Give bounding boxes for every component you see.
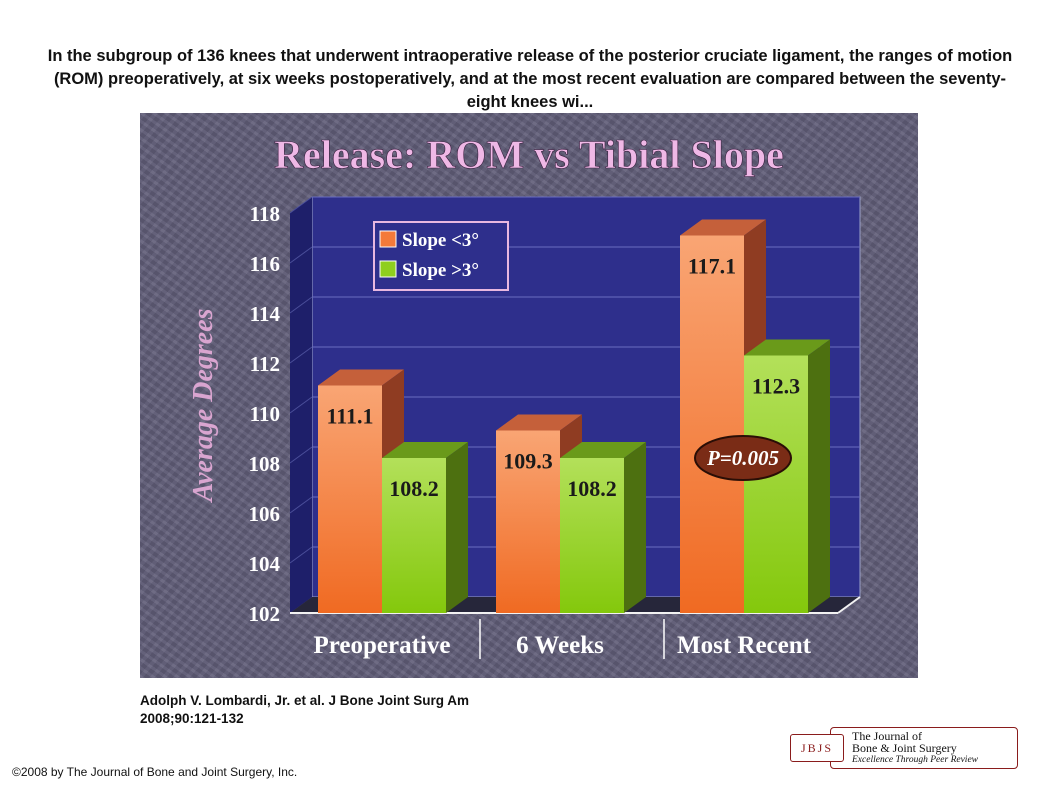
bar-value-label: 112.3 [752,374,800,399]
figure-caption: In the subgroup of 136 knees that underw… [47,47,1013,111]
citation-line-1: Adolph V. Lombardi, Jr. et al. J Bone Jo… [140,693,470,708]
copyright-notice: ©2008 by The Journal of Bone and Joint S… [12,765,298,779]
y-tick-label: 116 [250,252,280,276]
bars: 111.1 108.2 109.3 108.2 117.1 112.3 [318,219,830,613]
y-tick-label: 106 [249,502,281,526]
bar-top [496,414,582,431]
y-tick-label: 110 [250,402,280,426]
logo-abbrev: JBJS [790,734,844,762]
logo-frame [830,727,1018,769]
bar-top [382,442,468,458]
legend: Slope <3° Slope >3° [373,221,509,291]
gridline-side [289,246,313,264]
logo-line-1: The Journal of [852,729,922,743]
p-value-ellipse [694,435,792,481]
y-axis-label: Average Degrees [188,308,219,503]
legend-swatch-slope-gt3 [379,260,397,278]
p-value-annotation: P=0.005 [694,435,792,481]
journal-logo: JBJS The Journal of Bone & Joint Surgery… [790,726,1018,770]
y-tick-label: 114 [250,302,281,326]
gridline-side [289,396,313,414]
y-axis-ticks: 102 104 106 108 110 112 114 116 118 [249,202,281,626]
bar-front [680,235,744,613]
gridline-side [289,496,313,514]
p-value-label: P=0.005 [706,446,779,470]
bar-side [446,442,468,613]
bar-value-label: 111.1 [326,404,373,429]
bar-chart: Release: ROM vs Tibial Slope 10210410610… [188,132,861,659]
citation: Adolph V. Lombardi, Jr. et al. J Bone Jo… [140,692,560,728]
bar-slope-gt3-1: 108.2 [560,442,646,613]
gridline-side [289,546,313,564]
logo-line-2: Bone & Joint Surgery [852,741,957,755]
bar-front [560,458,624,613]
bar-top [680,219,766,236]
y-tick-label: 118 [250,202,280,226]
bar-front [382,458,446,613]
gridline-side [289,446,313,464]
bar-slope-gt3-0: 108.2 [382,442,468,613]
plot-floor-edge [837,596,861,614]
y-tick-label: 112 [250,352,280,376]
legend-label-slope-lt3: Slope <3° [402,230,479,251]
bar-value-label: 109.3 [503,449,553,474]
legend-swatch-slope-lt3 [379,230,397,248]
chart-title: Release: ROM vs Tibial Slope [274,132,784,177]
citation-line-2: 2008;90:121-132 [140,711,244,726]
bar-top [560,442,646,458]
bar-top [318,369,404,386]
bar-value-label: 117.1 [688,254,736,279]
bar-value-label: 108.2 [389,476,439,501]
x-tick-label: Most Recent [677,632,812,659]
y-tick-label: 108 [249,452,281,476]
legend-label-slope-gt3: Slope >3° [402,260,479,281]
x-tick-label: 6 Weeks [516,632,604,659]
logo-tagline: Excellence Through Peer Review [852,755,978,765]
chart-slide: Release: ROM vs Tibial Slope 102 104 106 10… [140,113,918,678]
bar-front [496,430,560,613]
gridline-side [289,196,313,214]
gridline-side [289,296,313,314]
x-axis-labels: Preoperative 6 Weeks Most Recent [314,619,812,659]
bar-value-label: 108.2 [567,476,617,501]
x-tick-label: Preoperative [314,632,451,659]
bar-front [318,385,382,613]
bar-top [744,339,830,356]
bar-side [624,442,646,613]
y-tick-label: 102 [249,602,281,626]
bar-slope-gt3-2: 112.3 [744,339,830,613]
bar-front [744,355,808,613]
gridline-side [289,346,313,364]
bar-side [808,339,830,613]
y-tick-label: 104 [249,552,281,576]
